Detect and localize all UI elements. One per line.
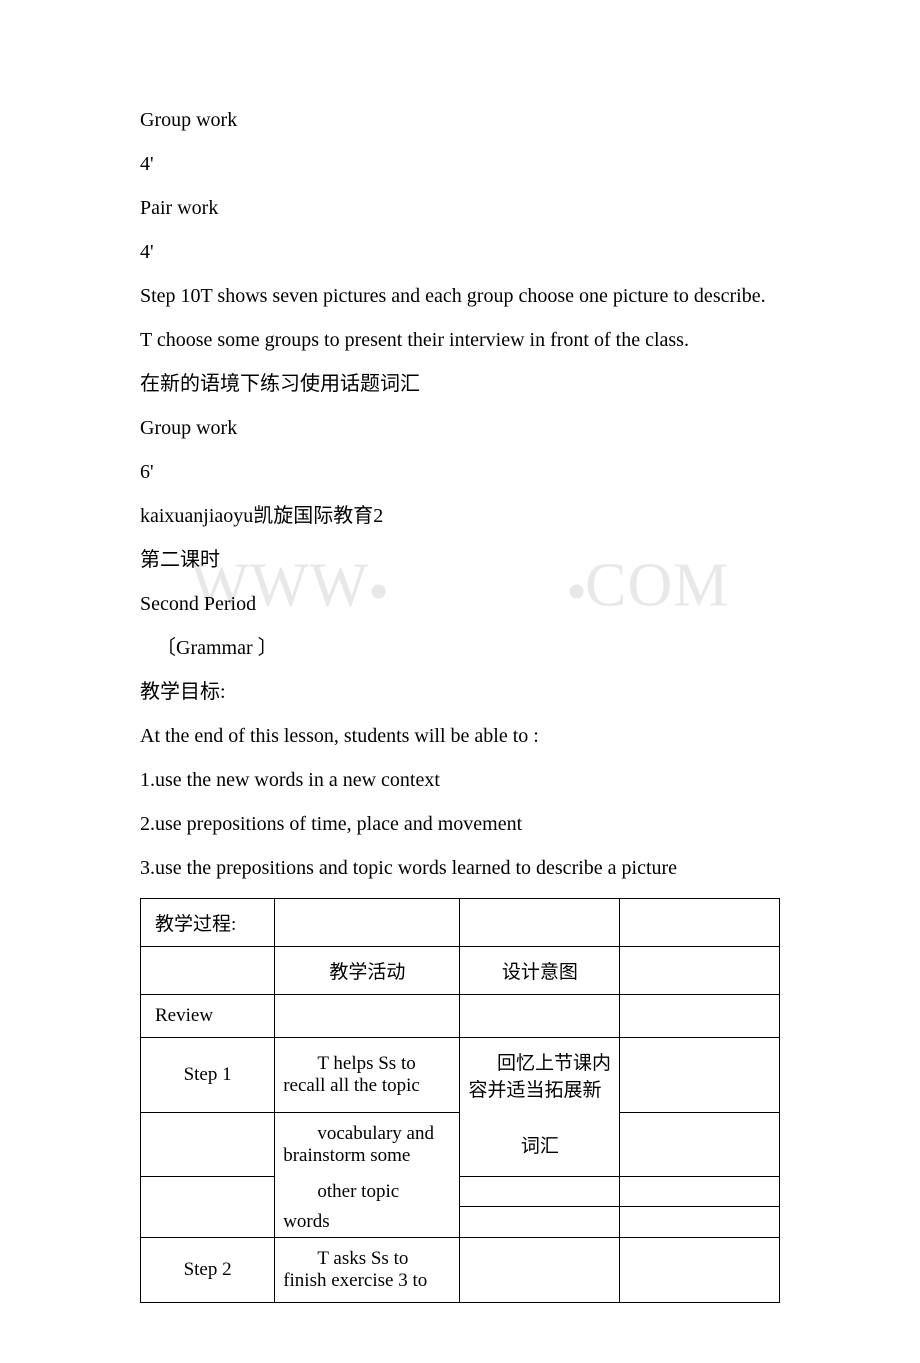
text-line: At the end of this lesson, students will… [140, 716, 780, 756]
table-cell [620, 1237, 780, 1302]
text-line: 教学目标: [140, 672, 780, 712]
cell-step1-intent2: 词汇 [460, 1112, 620, 1177]
table-row: words [141, 1207, 780, 1238]
text-line: 4' [140, 144, 780, 184]
lesson-table: 教学过程: 教学活动 设计意图 Review Step 1 T helps Ss… [140, 898, 780, 1303]
cell-step2: Step 2 [141, 1237, 275, 1302]
table-cell [275, 995, 460, 1038]
cell-step1-activity1: T helps Ss to recall all the topic [283, 1053, 451, 1097]
table-cell [620, 947, 780, 995]
cell-review: Review [141, 995, 275, 1038]
cell-step1-intent1: 回忆上节课内容并适当拓展新 [468, 1048, 611, 1102]
table-cell [141, 1207, 275, 1238]
text-line: 在新的语境下练习使用话题词汇 [140, 364, 780, 404]
text-line: 第二课时 [140, 540, 780, 580]
table-cell [620, 1112, 780, 1177]
text-line: T choose some groups to present their in… [140, 320, 780, 360]
cell-step1-activity2: vocabulary and brainstorm some [283, 1123, 451, 1167]
text-line: 3.use the prepositions and topic words l… [140, 848, 780, 888]
table-cell [620, 1177, 780, 1207]
text-line: 4' [140, 232, 780, 272]
table-row: Review [141, 995, 780, 1038]
cell-step1: Step 1 [141, 1038, 275, 1113]
table-cell [275, 899, 460, 947]
table-row: Step 1 T helps Ss to recall all the topi… [141, 1038, 780, 1113]
table-cell [460, 995, 620, 1038]
text-line: Step 10T shows seven pictures and each g… [140, 276, 780, 316]
text-line: kaixuanjiaoyu凯旋国际教育2 [140, 496, 780, 536]
table-cell [141, 1177, 275, 1207]
table-cell [620, 1207, 780, 1238]
table-cell [460, 1177, 620, 1207]
table-cell [141, 1112, 275, 1177]
text-line: Group work [140, 100, 780, 140]
text-line: 1.use the new words in a new context [140, 760, 780, 800]
table-row: Step 2 T asks Ss to finish exercise 3 to [141, 1237, 780, 1302]
text-line: 2.use prepositions of time, place and mo… [140, 804, 780, 844]
table-cell [460, 1237, 620, 1302]
table-row: other topic [141, 1177, 780, 1207]
text-line: Second Period [140, 584, 780, 624]
table-cell [620, 899, 780, 947]
cell-step2-activity: T asks Ss to finish exercise 3 to [283, 1248, 451, 1292]
text-line: 〔Grammar 〕 [140, 628, 780, 668]
table-cell [141, 947, 275, 995]
cell-step1-activity3a: other topic [283, 1181, 451, 1203]
table-cell [620, 995, 780, 1038]
cell-intent-header: 设计意图 [460, 947, 620, 995]
text-line: 6' [140, 452, 780, 492]
cell-activity-header: 教学活动 [275, 947, 460, 995]
table-row: 教学活动 设计意图 [141, 947, 780, 995]
table-cell [460, 1207, 620, 1238]
cell-process-label: 教学过程: [141, 899, 275, 947]
cell-step1-activity3b: words [275, 1207, 460, 1238]
table-row: vocabulary and brainstorm some 词汇 [141, 1112, 780, 1177]
text-line: Group work [140, 408, 780, 448]
table-cell [620, 1038, 780, 1113]
table-cell [460, 899, 620, 947]
table-row: 教学过程: [141, 899, 780, 947]
text-line: Pair work [140, 188, 780, 228]
